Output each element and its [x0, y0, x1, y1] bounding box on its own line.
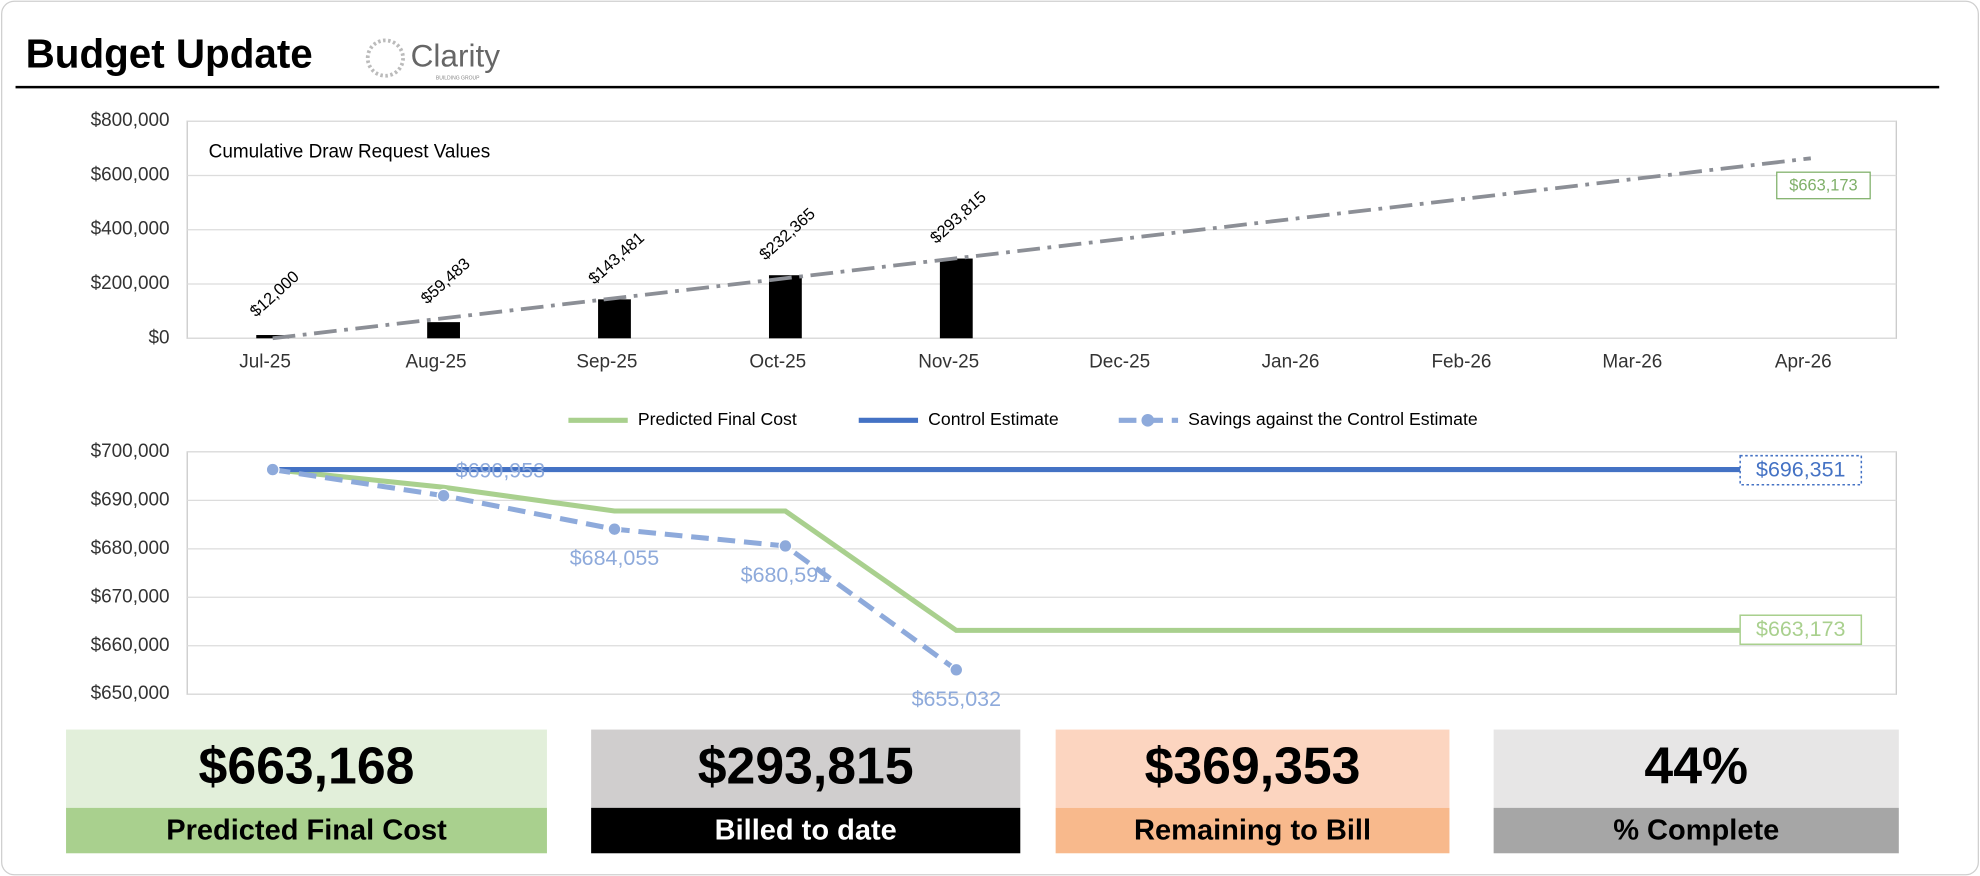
y-tick-label: $200,000	[91, 273, 170, 294]
data-label-box	[1776, 171, 1871, 200]
kpi-card: $663,168 Predicted Final Cost	[66, 729, 547, 854]
page-title: Budget Update	[26, 30, 313, 76]
data-label-box	[1739, 614, 1863, 646]
marker	[436, 488, 451, 503]
x-tick-label: Jan-26	[1262, 351, 1320, 372]
logo-text: Clarity	[411, 37, 501, 73]
kpi-label: Billed to date	[715, 814, 897, 846]
kpi-card: 44% % Complete	[1493, 729, 1899, 854]
y-tick-label: $600,000	[91, 164, 170, 185]
kpi-label-bg	[66, 807, 547, 854]
logo-mark	[365, 38, 405, 78]
x-tick-label: Aug-25	[405, 351, 466, 372]
x-tick-label: Feb-26	[1431, 351, 1491, 372]
data-label: $655,032	[912, 687, 1001, 711]
y-tick-label: $690,000	[91, 489, 170, 510]
x-tick-label: Nov-25	[918, 351, 979, 372]
kpi-card: $293,815 Billed to date	[591, 729, 1021, 854]
bar	[598, 299, 631, 339]
kpi-value-bg	[1055, 729, 1450, 808]
legend-label: Predicted Final Cost	[638, 409, 797, 429]
kpi-value-bg	[66, 729, 547, 808]
y-tick-label: $700,000	[91, 441, 170, 462]
y-tick-label: $670,000	[91, 586, 170, 607]
bar	[768, 275, 802, 339]
data-label: $690,953	[456, 458, 545, 482]
chart-title: Cumulative Draw Request Values	[209, 142, 491, 163]
line	[272, 156, 1812, 341]
y-tick-label: $680,000	[91, 538, 170, 559]
kpi-value-bg	[1493, 729, 1899, 808]
kpi-value: $369,353	[1145, 737, 1361, 795]
line	[272, 467, 1811, 633]
marker	[778, 539, 793, 553]
x-tick-label: Apr-26	[1775, 351, 1832, 372]
kpi-value: $663,168	[199, 737, 415, 795]
x-tick-label: Mar-26	[1602, 351, 1662, 372]
y-tick-label: $400,000	[91, 219, 170, 240]
kpi-label: % Complete	[1613, 814, 1779, 846]
data-label: $680,591	[741, 563, 830, 587]
data-label: $663,173	[1789, 176, 1857, 194]
kpi-value: 44%	[1644, 737, 1748, 795]
kpi-label: Remaining to Bill	[1134, 814, 1371, 846]
marker	[265, 462, 280, 477]
y-tick-label: $0	[148, 327, 169, 348]
y-tick-label: $660,000	[91, 635, 170, 656]
kpi-card: $369,353 Remaining to Bill	[1055, 729, 1450, 854]
legend-marker	[1141, 414, 1155, 427]
y-tick-label: $800,000	[91, 110, 170, 131]
legend-label: Savings against the Control Estimate	[1188, 409, 1478, 429]
logo: Clarity BUILDING GROUP	[365, 37, 501, 82]
data-label: $663,173	[1756, 617, 1845, 641]
x-tick-label: Sep-25	[576, 351, 637, 372]
kpi-label-bg	[1055, 807, 1450, 854]
kpi-value: $293,815	[698, 737, 914, 795]
y-tick-label: $650,000	[91, 683, 170, 704]
bar	[939, 258, 973, 339]
logo-tagline: BUILDING GROUP	[436, 76, 480, 82]
kpi-label-bg	[1493, 807, 1899, 854]
data-label: $696,351	[1756, 458, 1845, 482]
kpi-value-bg	[591, 729, 1021, 808]
legend-label: Control Estimate	[928, 409, 1059, 429]
bar	[427, 322, 460, 339]
kpi-label-bg	[591, 807, 1021, 854]
data-label: $684,055	[570, 546, 659, 570]
kpi-label: Predicted Final Cost	[166, 814, 447, 846]
marker	[607, 522, 622, 537]
x-tick-label: Jul-25	[239, 351, 291, 372]
data-label-box	[1739, 454, 1863, 486]
x-tick-label: Oct-25	[749, 351, 806, 372]
marker	[949, 662, 964, 677]
x-tick-label: Dec-25	[1089, 351, 1150, 372]
